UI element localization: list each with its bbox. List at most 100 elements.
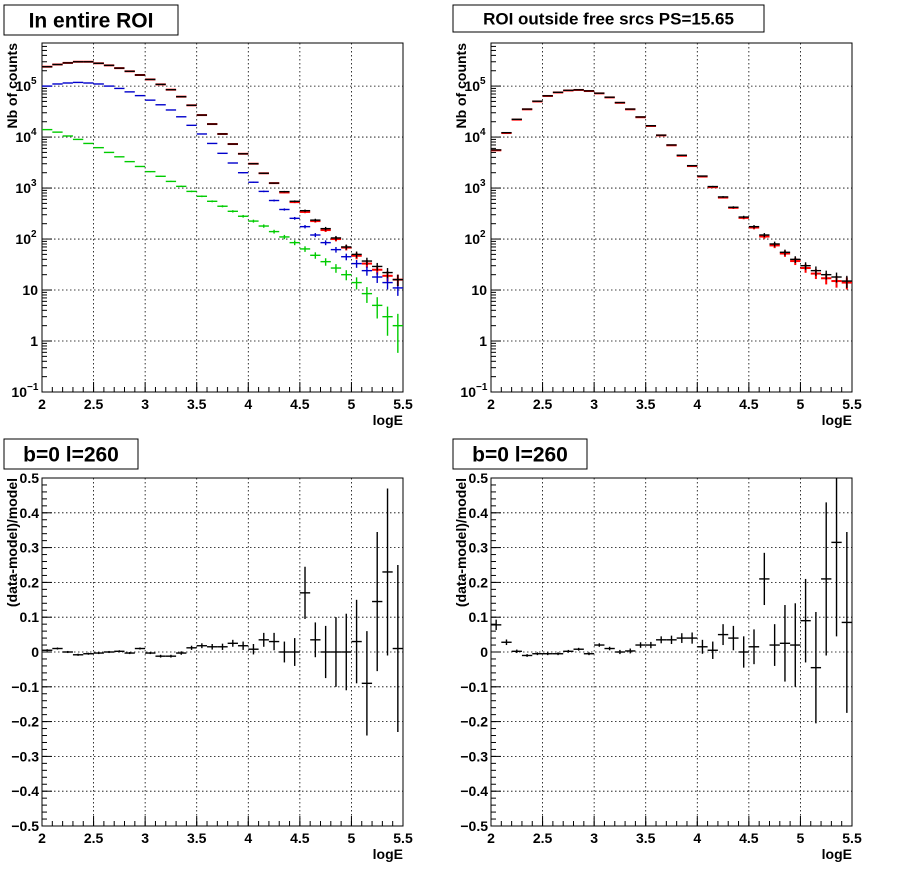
data-point: [320, 226, 331, 231]
x-tick-label: 3.5: [187, 830, 207, 846]
series-data: [491, 89, 852, 288]
data-point: [563, 649, 574, 653]
data-point: [186, 645, 197, 650]
data-point: [310, 233, 321, 238]
data-point: [268, 632, 280, 651]
x-axis-label: logE: [373, 412, 403, 428]
data-point: [341, 244, 352, 250]
data-point: [635, 642, 646, 648]
data-point: [196, 643, 208, 649]
data-point: [299, 566, 311, 619]
data-point: [511, 649, 522, 654]
y-tick-exponent: 2: [480, 229, 486, 240]
data-point: [227, 210, 238, 213]
data-point: [361, 257, 373, 265]
y-tick-label: 10: [22, 282, 38, 298]
data-point: [248, 219, 259, 223]
x-tick-label: 2: [38, 396, 46, 412]
data-point: [279, 208, 290, 211]
x-axis-label: logE: [373, 846, 403, 862]
data-point: [392, 274, 403, 286]
data-point: [103, 650, 115, 654]
data-point: [831, 478, 842, 637]
data-point: [134, 165, 146, 168]
series-data: [42, 61, 403, 286]
y-tick-label: 1: [30, 333, 38, 349]
data-point: [707, 641, 718, 659]
data-point: [289, 638, 300, 666]
y-tick-label: 10: [464, 231, 480, 247]
x-tick-label: 4.5: [290, 396, 310, 412]
data-point: [310, 218, 321, 222]
data-point: [330, 617, 342, 687]
data-point: [779, 249, 791, 256]
data-point: [258, 190, 269, 193]
data-point: [521, 654, 533, 657]
data-point: [717, 624, 729, 646]
data-point: [72, 653, 84, 656]
data-point: [728, 206, 739, 209]
series-component_blue: [42, 81, 403, 296]
data-point: [83, 652, 94, 655]
data-point: [676, 154, 687, 156]
y-tick-label: 10: [11, 384, 27, 400]
data-point: [351, 277, 362, 290]
series-data: [491, 478, 852, 724]
data-point: [258, 172, 269, 174]
data-point: [299, 246, 311, 252]
y-tick-label: 0: [480, 644, 488, 660]
data-point: [320, 258, 331, 266]
x-tick-label: 2: [487, 396, 495, 412]
y-tick-label: 10: [464, 129, 480, 145]
data-point: [289, 200, 300, 203]
data-point: [237, 153, 249, 155]
y-tick-label: −0.2: [460, 714, 488, 730]
chart-title: In entire ROI: [29, 10, 154, 33]
y-tick-label: −0.1: [11, 679, 39, 695]
x-tick-label: 3.5: [187, 396, 207, 412]
data-point: [676, 633, 687, 643]
data-point: [217, 205, 228, 208]
y-tick-exponent: 5: [31, 76, 37, 87]
chart-title-box: [452, 438, 588, 470]
data-point: [800, 578, 811, 663]
data-point: [625, 648, 636, 654]
y-axis-label: Nb of counts: [4, 43, 20, 129]
data-point: [341, 270, 352, 281]
data-point: [759, 552, 770, 606]
data-point: [237, 641, 249, 650]
data-point: [186, 190, 197, 193]
y-tick-exponent: 4: [31, 127, 37, 138]
data-point: [790, 256, 801, 263]
y-tick-label: 10: [471, 282, 487, 298]
data-point: [392, 313, 403, 353]
x-tick-label: 5.5: [842, 830, 862, 846]
y-tick-label: 10: [15, 231, 31, 247]
data-point: [697, 639, 708, 654]
x-tick-label: 2.5: [533, 396, 553, 412]
y-tick-label: 0.3: [20, 540, 40, 556]
y-tick-exponent: 5: [480, 76, 486, 87]
plot-frame: [490, 42, 853, 393]
data-point: [728, 625, 739, 651]
data-point: [145, 170, 156, 173]
data-point: [382, 268, 393, 279]
x-tick-label: 3: [590, 396, 598, 412]
plot-frame: [41, 42, 404, 393]
data-point: [299, 209, 311, 212]
data-point: [738, 215, 749, 219]
data-point: [656, 636, 667, 644]
data-point: [289, 216, 300, 220]
y-tick-label: 0.2: [20, 574, 40, 590]
series-data: [42, 488, 403, 736]
data-point: [748, 629, 760, 665]
y-tick-label: 0.2: [469, 574, 489, 590]
data-point: [320, 625, 331, 679]
y-tick-exponent: 3: [31, 178, 37, 189]
data-point: [821, 502, 832, 656]
data-point: [645, 641, 657, 649]
data-point: [258, 632, 269, 647]
data-point: [145, 652, 156, 655]
